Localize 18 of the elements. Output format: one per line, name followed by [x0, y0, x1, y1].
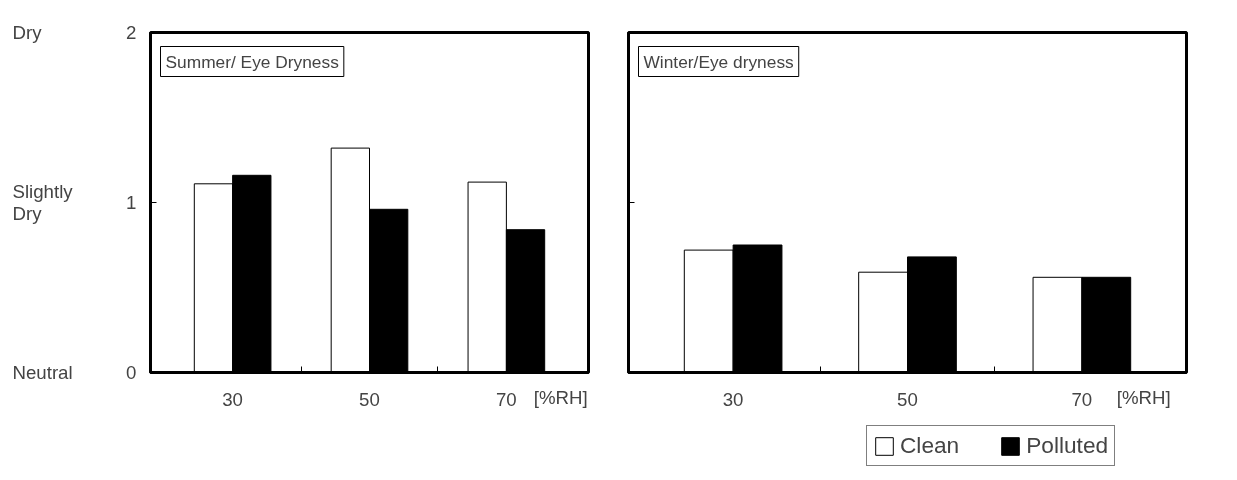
x-axis-title: [%RH]	[1116, 386, 1171, 408]
legend-label: Clean	[900, 432, 960, 459]
x-tick-label: 70	[1071, 388, 1093, 410]
text: Winter/Eye dryness	[643, 51, 795, 72]
x-tick-label: 30	[722, 388, 744, 410]
legend-label: Polluted	[1026, 432, 1109, 459]
y-tick-label: 2	[126, 22, 137, 43]
x-tick-label: 50	[897, 388, 918, 410]
text: Neutral	[12, 362, 73, 383]
x-axis-title: [%RH]	[533, 386, 588, 408]
y-tick-label: 1	[126, 192, 137, 213]
x-tick-label: 30	[222, 388, 244, 410]
x-tick-label: 50	[359, 388, 380, 410]
text: Summer/ Eye Dryness	[165, 51, 340, 72]
x-tick-label: 70	[496, 388, 517, 410]
text: Dry	[12, 22, 43, 43]
y-tick-label: 0	[126, 362, 137, 383]
text: Slightly Dry	[12, 181, 74, 224]
